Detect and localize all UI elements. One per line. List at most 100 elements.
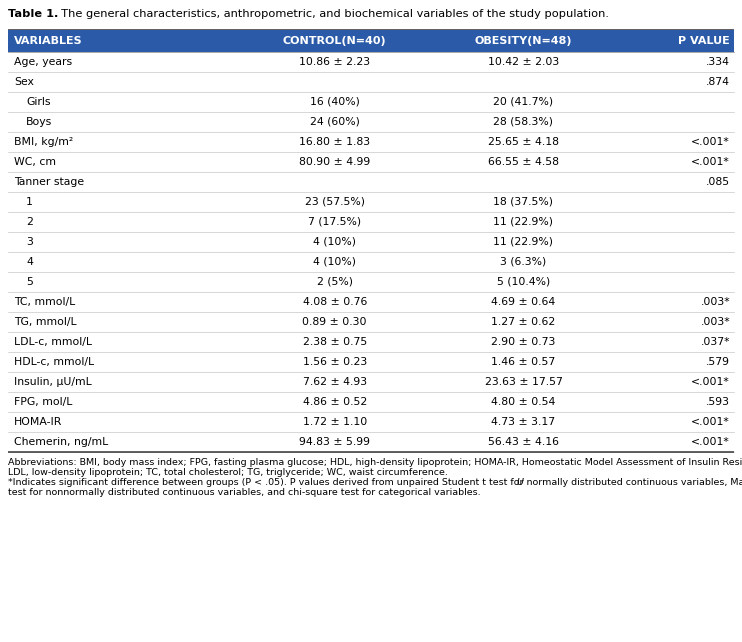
Text: Chemerin, ng/mL: Chemerin, ng/mL	[14, 437, 108, 447]
Bar	[8, 252, 734, 272]
Text: 1.27 ± 0.62: 1.27 ± 0.62	[491, 317, 556, 327]
Text: 4: 4	[26, 257, 33, 267]
Text: 25.65 ± 4.18: 25.65 ± 4.18	[488, 137, 559, 147]
Text: .037*: .037*	[700, 337, 730, 347]
Text: 7 (17.5%): 7 (17.5%)	[308, 217, 361, 227]
Text: 3: 3	[26, 237, 33, 247]
Text: FPG, mol/L: FPG, mol/L	[14, 397, 73, 407]
Text: Table 1.: Table 1.	[8, 9, 59, 19]
Bar	[8, 52, 734, 72]
Text: 10.42 ± 2.03: 10.42 ± 2.03	[487, 57, 559, 67]
Text: 4 (10%): 4 (10%)	[313, 257, 356, 267]
Text: VARIABLES: VARIABLES	[14, 36, 82, 46]
Text: OBESITY(N=48): OBESITY(N=48)	[475, 36, 572, 46]
Bar	[8, 92, 734, 112]
Bar	[8, 352, 734, 372]
Text: 11 (22.9%): 11 (22.9%)	[493, 237, 554, 247]
Text: 2: 2	[26, 217, 33, 227]
Text: BMI, kg/m²: BMI, kg/m²	[14, 137, 73, 147]
Text: 18 (37.5%): 18 (37.5%)	[493, 197, 554, 207]
Text: 5: 5	[26, 277, 33, 287]
Text: 94.83 ± 5.99: 94.83 ± 5.99	[299, 437, 370, 447]
Text: .003*: .003*	[700, 297, 730, 307]
Text: 23 (57.5%): 23 (57.5%)	[305, 197, 365, 207]
Text: CONTROL(N=40): CONTROL(N=40)	[283, 36, 387, 46]
Bar	[8, 72, 734, 92]
Text: 1.72 ± 1.10: 1.72 ± 1.10	[303, 417, 367, 427]
Text: P VALUE: P VALUE	[678, 36, 730, 46]
Text: <.001*: <.001*	[692, 377, 730, 387]
Text: HDL-c, mmol/L: HDL-c, mmol/L	[14, 357, 94, 367]
Bar	[8, 292, 734, 312]
Text: <.001*: <.001*	[692, 417, 730, 427]
Bar	[8, 192, 734, 212]
Bar	[8, 272, 734, 292]
Text: .334: .334	[706, 57, 730, 67]
Bar	[8, 112, 734, 132]
Bar	[8, 232, 734, 252]
Text: 80.90 ± 4.99: 80.90 ± 4.99	[299, 157, 370, 167]
Text: 2.90 ± 0.73: 2.90 ± 0.73	[491, 337, 556, 347]
Text: .593: .593	[706, 397, 730, 407]
Text: 66.55 ± 4.58: 66.55 ± 4.58	[488, 157, 559, 167]
Text: HOMA-IR: HOMA-IR	[14, 417, 62, 427]
Text: Tanner stage: Tanner stage	[14, 177, 84, 187]
Text: .003*: .003*	[700, 317, 730, 327]
Text: 4.08 ± 0.76: 4.08 ± 0.76	[303, 297, 367, 307]
Bar	[8, 30, 734, 52]
Text: .579: .579	[706, 357, 730, 367]
Bar	[8, 412, 734, 432]
Text: 16.80 ± 1.83: 16.80 ± 1.83	[299, 137, 370, 147]
Text: <.001*: <.001*	[692, 437, 730, 447]
Text: LDL, low-density lipoprotein; TC, total cholesterol; TG, triglyceride; WC, waist: LDL, low-density lipoprotein; TC, total …	[8, 468, 448, 477]
Text: Girls: Girls	[26, 97, 50, 107]
Text: 4 (10%): 4 (10%)	[313, 237, 356, 247]
Text: 5 (10.4%): 5 (10.4%)	[497, 277, 550, 287]
Text: 4.86 ± 0.52: 4.86 ± 0.52	[303, 397, 367, 407]
Text: 4.73 ± 3.17: 4.73 ± 3.17	[491, 417, 556, 427]
Text: TG, mmol/L: TG, mmol/L	[14, 317, 76, 327]
Text: .874: .874	[706, 77, 730, 87]
Text: Age, years: Age, years	[14, 57, 72, 67]
Text: 4.69 ± 0.64: 4.69 ± 0.64	[491, 297, 556, 307]
Text: Boys: Boys	[26, 117, 52, 127]
Bar	[8, 392, 734, 412]
Text: 1: 1	[26, 197, 33, 207]
Text: <.001*: <.001*	[692, 137, 730, 147]
Text: 1.46 ± 0.57: 1.46 ± 0.57	[491, 357, 556, 367]
Text: Insulin, μU/mL: Insulin, μU/mL	[14, 377, 92, 387]
Bar	[8, 332, 734, 352]
Text: <.001*: <.001*	[692, 157, 730, 167]
Text: LDL-c, mmol/L: LDL-c, mmol/L	[14, 337, 92, 347]
Bar	[8, 132, 734, 152]
Text: The general characteristics, anthropometric, and biochemical variables of the st: The general characteristics, anthropomet…	[54, 9, 609, 19]
Bar	[8, 212, 734, 232]
Text: 1.56 ± 0.23: 1.56 ± 0.23	[303, 357, 367, 367]
Bar	[8, 372, 734, 392]
Text: 7.62 ± 4.93: 7.62 ± 4.93	[303, 377, 367, 387]
Text: Abbreviations: BMI, body mass index; FPG, fasting plasma glucose; HDL, high-dens: Abbreviations: BMI, body mass index; FPG…	[8, 458, 742, 467]
Text: 11 (22.9%): 11 (22.9%)	[493, 217, 554, 227]
Text: *Indicates significant difference between groups (P < .05). P values derived fro: *Indicates significant difference betwee…	[8, 478, 742, 487]
Text: 3 (6.3%): 3 (6.3%)	[500, 257, 547, 267]
Text: 10.86 ± 2.23: 10.86 ± 2.23	[299, 57, 370, 67]
Text: U: U	[516, 478, 523, 487]
Text: WC, cm: WC, cm	[14, 157, 56, 167]
Text: 2.38 ± 0.75: 2.38 ± 0.75	[303, 337, 367, 347]
Text: 23.63 ± 17.57: 23.63 ± 17.57	[485, 377, 562, 387]
Text: 24 (60%): 24 (60%)	[309, 117, 360, 127]
Text: Sex: Sex	[14, 77, 34, 87]
Text: 20 (41.7%): 20 (41.7%)	[493, 97, 554, 107]
Text: test for nonnormally distributed continuous variables, and chi-square test for c: test for nonnormally distributed continu…	[8, 488, 481, 497]
Text: 0.89 ± 0.30: 0.89 ± 0.30	[303, 317, 367, 327]
Bar	[8, 152, 734, 172]
Text: .085: .085	[706, 177, 730, 187]
Text: 56.43 ± 4.16: 56.43 ± 4.16	[488, 437, 559, 447]
Text: TC, mmol/L: TC, mmol/L	[14, 297, 75, 307]
Bar	[8, 172, 734, 192]
Text: 16 (40%): 16 (40%)	[309, 97, 360, 107]
Bar	[8, 312, 734, 332]
Text: 2 (5%): 2 (5%)	[317, 277, 352, 287]
Text: 28 (58.3%): 28 (58.3%)	[493, 117, 554, 127]
Text: 4.80 ± 0.54: 4.80 ± 0.54	[491, 397, 556, 407]
